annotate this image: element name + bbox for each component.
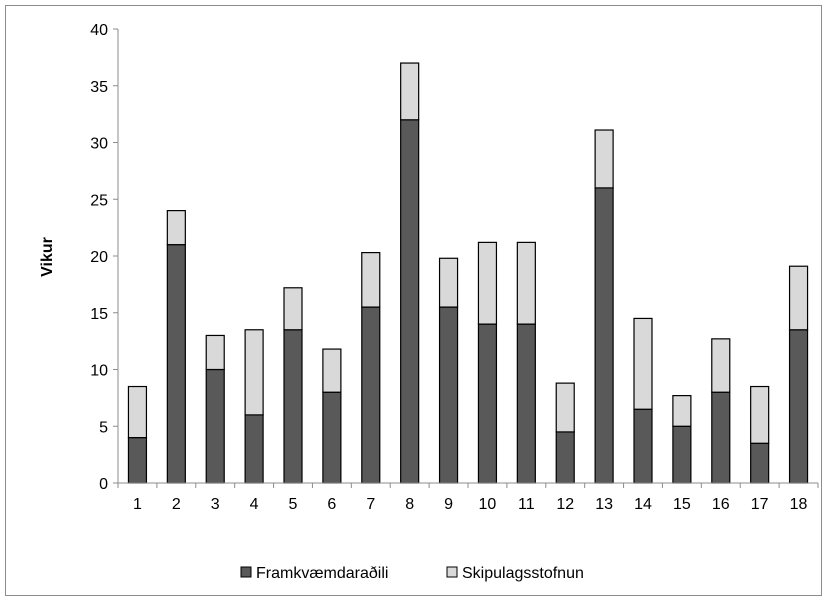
bar-skipulagsstofnun	[516, 241, 536, 325]
bar-framkvaemdaradili	[788, 329, 809, 484]
bar-framkvaemdaradili	[322, 391, 342, 484]
y-axis-title: Vikur	[39, 237, 56, 277]
x-tick-label: 18	[790, 496, 808, 513]
bar-framkvaemdaradili	[361, 306, 381, 484]
bar-framkvaemdaradili	[166, 244, 186, 484]
bar-framkvaemdaradili	[127, 437, 148, 484]
bar-skipulagsstofnun	[633, 317, 653, 410]
x-tick-label: 2	[172, 496, 181, 513]
x-tick-label: 10	[479, 496, 497, 513]
bar-framkvaemdaradili	[438, 306, 459, 484]
y-tick-label: 40	[90, 22, 108, 39]
legend-label: Framkvæmdaraðili	[256, 565, 388, 582]
x-tick-label: 5	[289, 496, 298, 513]
bar-framkvaemdaradili	[205, 368, 225, 484]
x-tick-label: 7	[366, 496, 375, 513]
bar-skipulagsstofnun	[361, 251, 381, 308]
axes	[117, 29, 818, 484]
y-tick-label: 5	[99, 419, 108, 436]
bar-skipulagsstofnun	[555, 382, 575, 433]
bar-framkvaemdaradili	[594, 187, 614, 484]
bar-framkvaemdaradili	[555, 431, 575, 484]
y-tick-label: 35	[90, 79, 108, 96]
y-tick-label: 30	[90, 136, 108, 153]
bar-skipulagsstofnun	[244, 329, 264, 416]
y-tick-label: 25	[90, 192, 108, 209]
bar-framkvaemdaradili	[244, 414, 264, 484]
x-tick-label: 16	[712, 496, 730, 513]
bar-skipulagsstofnun	[672, 395, 692, 427]
bar-skipulagsstofnun	[594, 129, 614, 189]
bar-skipulagsstofnun	[322, 348, 342, 393]
bar-skipulagsstofnun	[166, 210, 186, 246]
y-tick-label: 0	[99, 476, 108, 493]
x-tick-label: 14	[634, 496, 652, 513]
bar-framkvaemdaradili	[283, 329, 303, 484]
x-tick-label: 1	[133, 496, 142, 513]
legend-label: Skipulagsstofnun	[462, 565, 584, 582]
bar-framkvaemdaradili	[711, 391, 731, 484]
bar-skipulagsstofnun	[400, 62, 420, 121]
bar-framkvaemdaradili	[672, 425, 692, 484]
legend-swatch	[446, 566, 458, 578]
bar-framkvaemdaradili	[750, 442, 770, 484]
y-tick-label: 15	[90, 306, 108, 323]
bar-skipulagsstofnun	[283, 287, 303, 331]
x-tick-label: 15	[673, 496, 691, 513]
legend-swatch	[240, 566, 252, 578]
bar-skipulagsstofnun	[205, 334, 225, 371]
x-tick-label: 4	[250, 496, 259, 513]
x-tick-label: 3	[211, 496, 220, 513]
bar-skipulagsstofnun	[477, 241, 498, 325]
y-tick-label: 20	[90, 249, 108, 266]
x-tick-label: 9	[444, 496, 453, 513]
bar-framkvaemdaradili	[633, 408, 653, 484]
x-tick-label: 17	[751, 496, 769, 513]
bars	[127, 62, 809, 484]
x-tick-label: 11	[518, 496, 535, 513]
bar-skipulagsstofnun	[711, 338, 731, 393]
bar-skipulagsstofnun	[438, 257, 459, 308]
bar-framkvaemdaradili	[400, 119, 420, 484]
bar-framkvaemdaradili	[516, 323, 536, 484]
bar-skipulagsstofnun	[750, 385, 770, 444]
bar-framkvaemdaradili	[477, 323, 498, 484]
bar-skipulagsstofnun	[127, 385, 148, 439]
x-tick-label: 8	[405, 496, 414, 513]
y-axis-ticks: 0 5 10 15 20 25 30 35 40	[90, 22, 118, 493]
bar-skipulagsstofnun	[788, 265, 809, 331]
x-tick-label: 12	[556, 496, 574, 513]
x-tick-label: 6	[327, 496, 336, 513]
x-tick-label: 13	[595, 496, 613, 513]
legend: Framkvæmdaraðili Skipulagsstofnun	[240, 565, 584, 582]
x-axis-ticks: 1 2 3 4 5 6 7 8 9 10 11 12 13 14 15 16 17 18	[117, 483, 819, 513]
y-tick-label: 10	[90, 363, 108, 380]
